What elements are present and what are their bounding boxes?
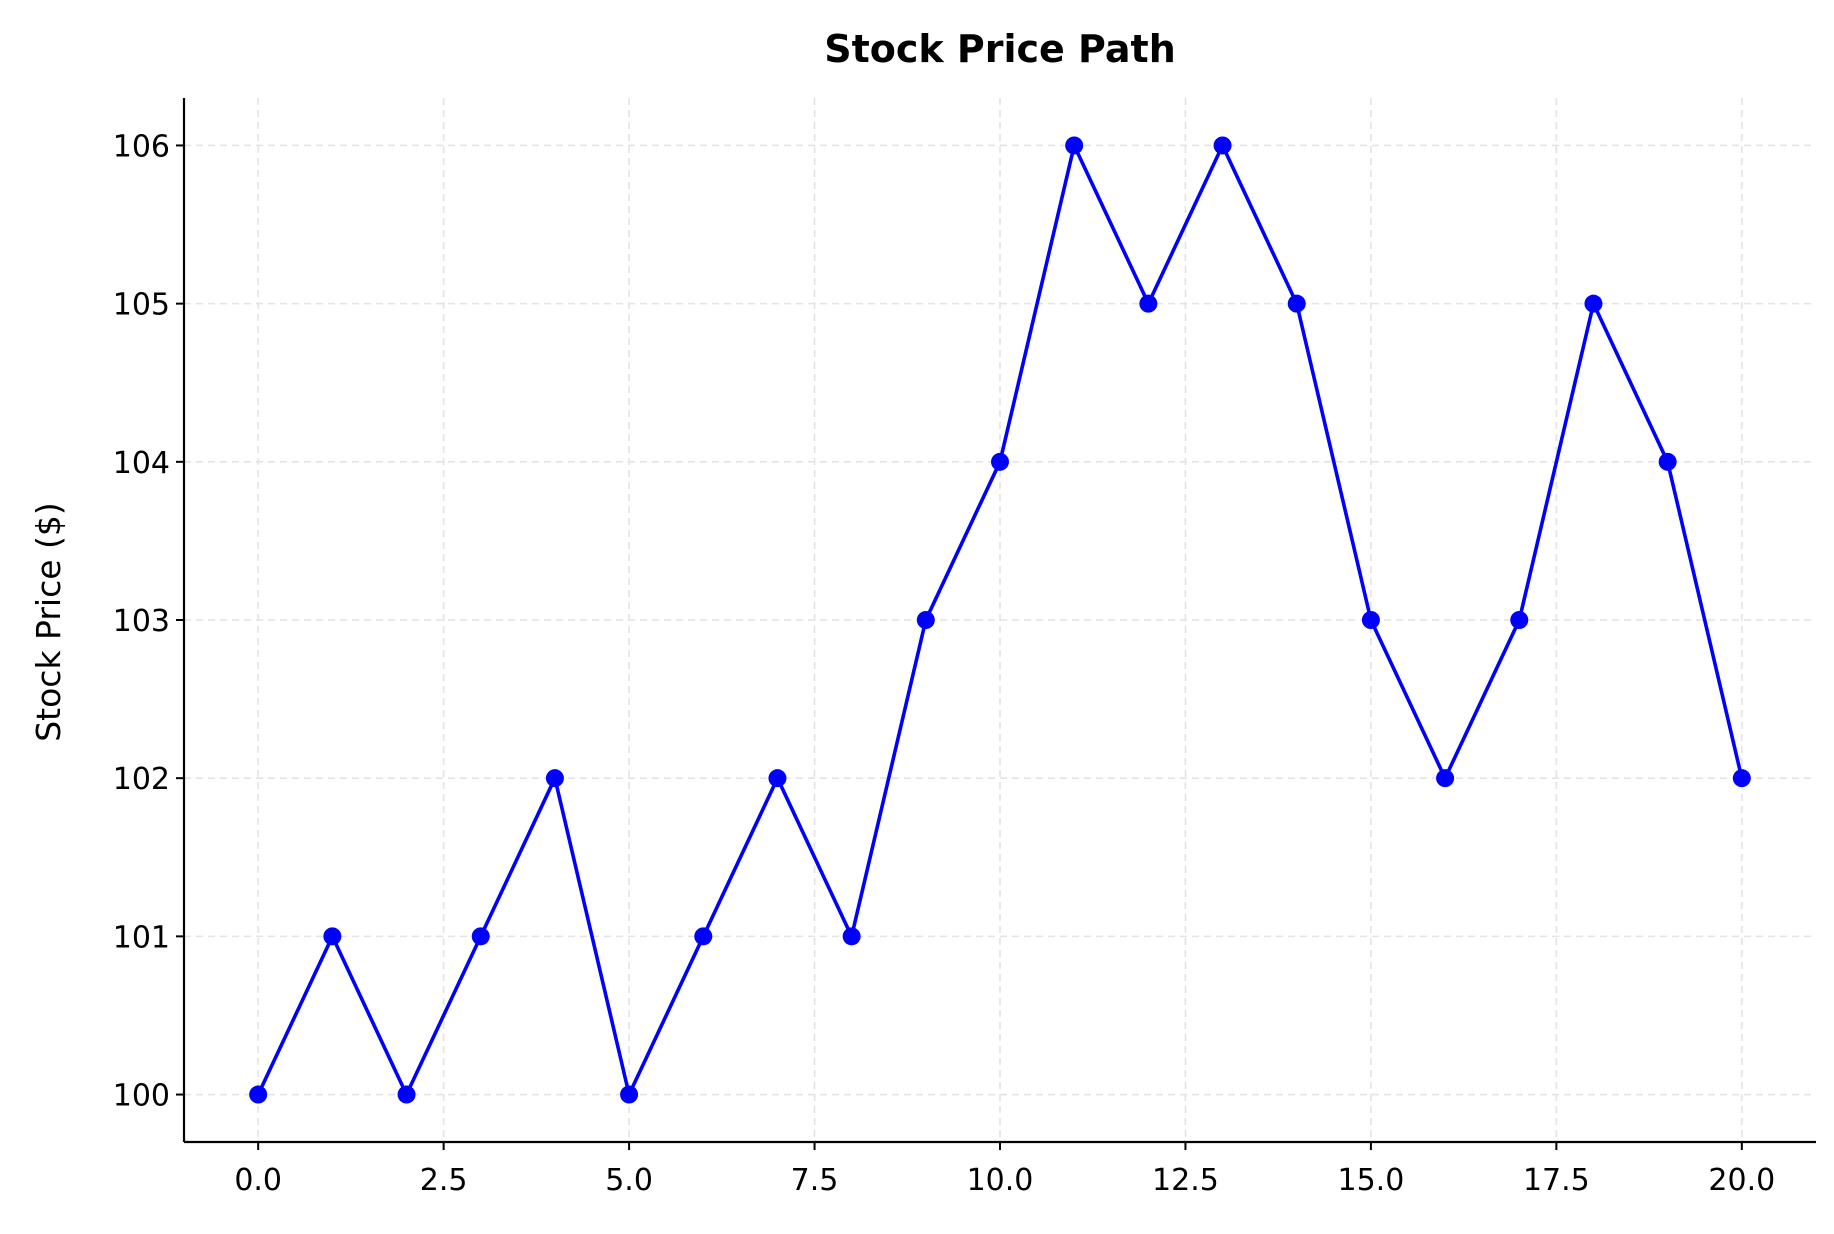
y-tick-label: 100 (113, 1079, 170, 1114)
data-point (1732, 769, 1751, 788)
x-tick-label: 5.0 (605, 1163, 653, 1198)
data-point (694, 927, 713, 946)
y-tick-label: 106 (113, 129, 170, 164)
y-tick-label: 103 (113, 604, 170, 639)
data-point (991, 452, 1009, 471)
x-tick-label: 7.5 (791, 1163, 839, 1198)
y-tick-label: 105 (113, 288, 170, 323)
data-point (249, 1085, 268, 1104)
data-point (1065, 136, 1084, 155)
data-point (1584, 294, 1603, 313)
data-point (323, 927, 342, 946)
y-axis-label: Stock Price ($) (29, 502, 68, 742)
data-point (471, 927, 490, 946)
x-tick-label: 20.0 (1708, 1163, 1775, 1198)
ticks: 0.0 2.5 5.0 7.5 10.0 12.5 15.0 17.5 20.0 100 101 10… (113, 129, 1775, 1198)
data-point (1436, 769, 1455, 788)
x-tick-label: 0.0 (234, 1163, 282, 1198)
x-tick-label: 10.0 (967, 1163, 1034, 1198)
data-point (768, 769, 787, 788)
data-point (1287, 294, 1306, 313)
data-point (1139, 294, 1158, 313)
x-tick-label: 2.5 (420, 1163, 468, 1198)
y-tick-label: 104 (113, 446, 170, 481)
data-point (397, 1085, 416, 1104)
data-point (1658, 452, 1677, 471)
data-point (916, 611, 935, 629)
data-point (1361, 611, 1380, 629)
y-tick-label: 102 (113, 762, 170, 797)
x-tick-label: 12.5 (1152, 1163, 1219, 1198)
grid (184, 98, 1816, 1142)
x-tick-label: 17.5 (1523, 1163, 1590, 1198)
y-tick-label: 101 (113, 920, 170, 955)
chart-title: Stock Price Path (824, 27, 1176, 71)
data-point (545, 769, 564, 788)
data-point (842, 927, 861, 946)
data-point (1510, 611, 1529, 629)
data-point (620, 1085, 639, 1104)
data-point (1213, 136, 1232, 155)
series (249, 136, 1751, 1104)
x-tick-label: 15.0 (1338, 1163, 1405, 1198)
